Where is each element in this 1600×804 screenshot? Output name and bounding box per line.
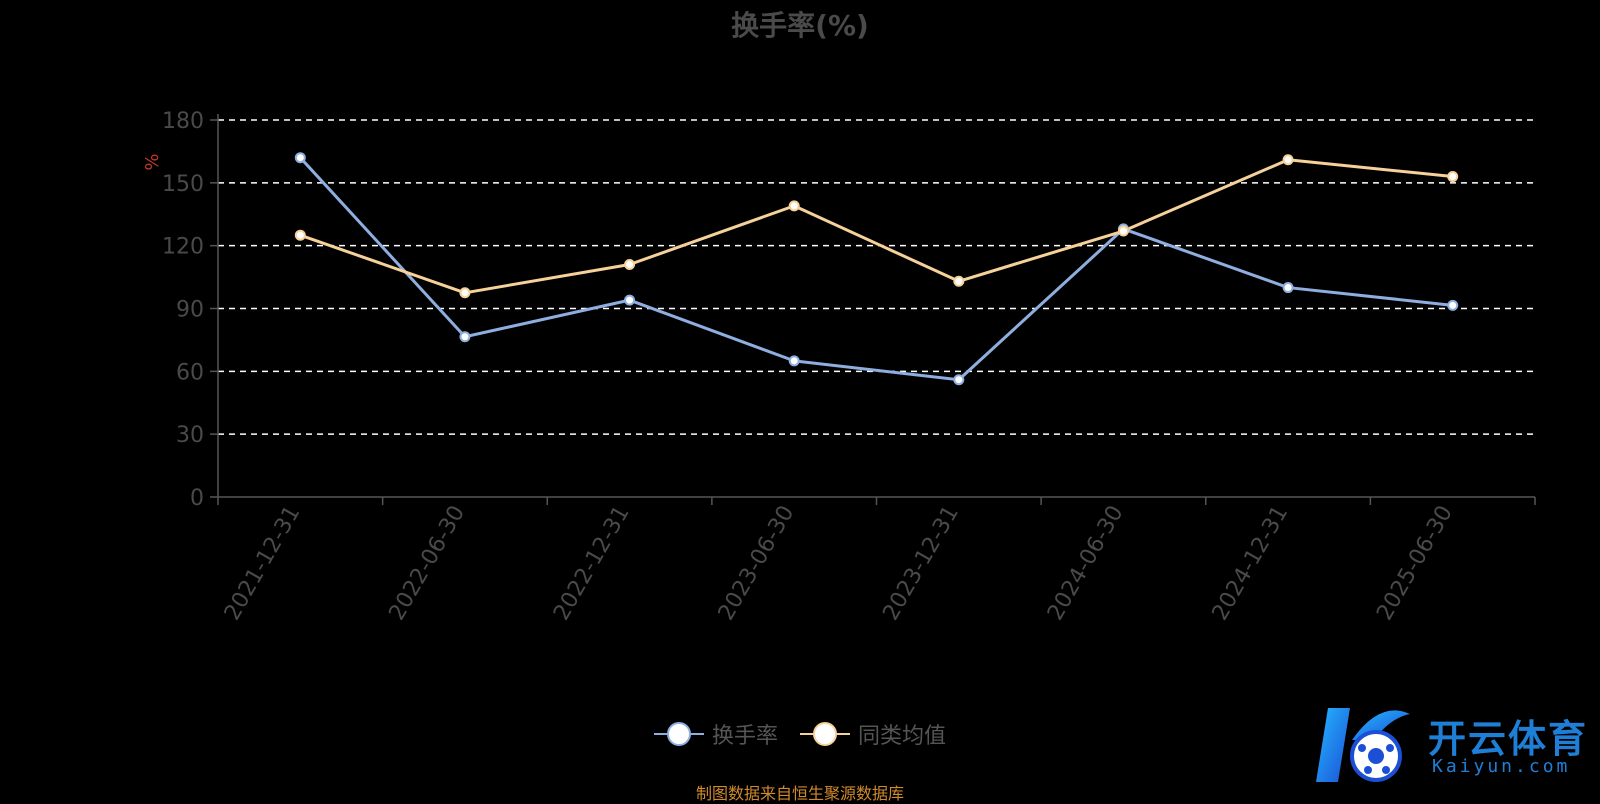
data-point-0[interactable] — [459, 331, 471, 343]
data-point-0[interactable] — [294, 152, 306, 164]
x-tick-label: 2022-06-30 — [385, 502, 471, 625]
watermark-logo: 开云体育 Kaiyun.com — [1310, 700, 1600, 790]
chart-title: 换手率(%) — [731, 9, 869, 42]
data-point-1[interactable] — [294, 229, 306, 241]
y-tick-labels: 0 30 60 90 120 150 180 — [162, 109, 204, 511]
legend-item-turnover[interactable]: 换手率 — [653, 718, 778, 750]
data-point-1[interactable] — [1282, 154, 1294, 166]
y-tick-label: 60 — [176, 360, 204, 385]
data-point-1[interactable] — [624, 259, 636, 271]
source-note: 制图数据来自恒生聚源数据库 — [695, 784, 904, 803]
x-tick-label: 2025-06-30 — [1372, 502, 1458, 625]
data-point-1[interactable] — [788, 200, 800, 212]
watermark-brand: 开云体育 — [1428, 717, 1589, 761]
x-tick-label: 2024-06-30 — [1043, 502, 1129, 625]
series-line-1 — [299, 158, 1453, 295]
data-point-0[interactable] — [624, 294, 636, 306]
data-point-0[interactable] — [1282, 282, 1294, 294]
x-tick-label: 2021-12-31 — [220, 502, 306, 625]
y-tick-label: 120 — [162, 235, 204, 260]
watermark-domain: Kaiyun.com — [1432, 756, 1571, 777]
x-tick-label: 2024-12-31 — [1208, 502, 1294, 625]
series-line-0 — [299, 156, 1453, 382]
x-tick-label: 2022-12-31 — [549, 502, 635, 625]
legend-label-peer-average: 同类均值 — [858, 724, 947, 749]
y-tick-label: 150 — [162, 172, 204, 197]
axes — [210, 114, 1536, 505]
data-point-1[interactable] — [459, 287, 471, 299]
x-tick-label: 2023-12-31 — [878, 502, 964, 625]
data-point-1[interactable] — [1447, 171, 1459, 183]
data-point-0[interactable] — [1447, 299, 1459, 311]
data-point-1[interactable] — [953, 275, 965, 287]
data-point-0[interactable] — [788, 355, 800, 367]
x-tick-labels: 2021-12-31 2022-06-30 2022-12-31 2023-06-30… — [220, 502, 1458, 625]
legend-marker-peer-average-icon — [800, 722, 850, 746]
data-point-0[interactable] — [953, 374, 965, 386]
data-point-1[interactable] — [1117, 225, 1129, 237]
y-tick-label: 30 — [176, 423, 204, 448]
y-axis-label: % — [142, 153, 163, 170]
y-tick-label: 0 — [190, 486, 204, 511]
legend: 换手率 同类均值 — [0, 718, 1600, 750]
legend-marker-turnover-icon — [653, 722, 704, 746]
x-tick-label: 2023-06-30 — [714, 502, 800, 625]
y-tick-label: 180 — [162, 109, 204, 134]
legend-label-turnover: 换手率 — [711, 724, 778, 749]
kaiyun-logo-icon — [1316, 708, 1410, 782]
legend-item-peer-average[interactable]: 同类均值 — [800, 718, 946, 750]
y-tick-label: 90 — [176, 298, 204, 323]
series-lines — [294, 152, 1459, 386]
